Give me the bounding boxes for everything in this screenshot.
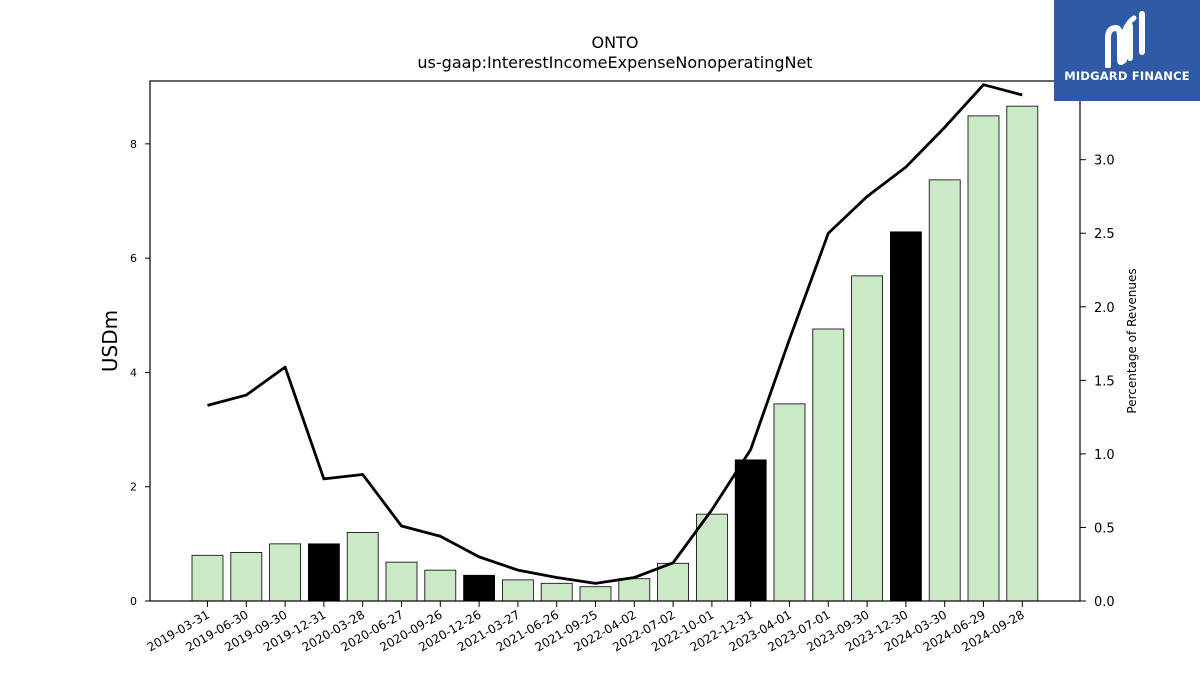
chart-title: ONTO (592, 33, 639, 52)
plot-area: 024680.00.51.01.52.02.53.03.52019-03-312… (130, 80, 1115, 654)
y2-tick-label: 0.0 (1094, 595, 1115, 610)
y-axis-label: USDm (98, 310, 122, 372)
bar (773, 403, 806, 602)
series-line (207, 83, 1023, 585)
bar (463, 574, 496, 602)
y2-axis-label: Percentage of Revenues (1125, 268, 1139, 413)
bar (657, 562, 689, 602)
bar (890, 231, 922, 602)
y2-tick-label: 3.0 (1094, 154, 1115, 169)
bar (851, 275, 883, 602)
bar (346, 532, 379, 602)
bar (191, 554, 224, 602)
bar (269, 543, 302, 602)
brand-name: MIDGARD FINANCE (1064, 69, 1190, 83)
bar (734, 459, 767, 602)
bar (812, 328, 845, 602)
bar (385, 561, 418, 602)
chart-subtitle: us-gaap:InterestIncomeExpenseNonoperatin… (417, 53, 812, 72)
bar (618, 578, 651, 602)
y-tick-label: 8 (130, 138, 137, 151)
bar (424, 569, 457, 602)
brand-logo: MIDGARD FINANCE (1054, 0, 1200, 101)
bar (540, 582, 573, 602)
bar (579, 586, 612, 602)
y-tick-label: 0 (130, 595, 137, 608)
y2-tick-label: 0.5 (1094, 521, 1115, 536)
bar (501, 579, 534, 602)
midgard-logo-icon (1105, 11, 1145, 68)
y2-tick-label: 1.0 (1094, 448, 1115, 463)
y2-tick-label: 2.5 (1094, 227, 1115, 242)
y-tick-label: 4 (130, 366, 137, 379)
bar (230, 552, 263, 602)
bar (928, 179, 961, 602)
bar (696, 513, 728, 602)
plot-frame (149, 80, 1081, 602)
bar (1006, 105, 1039, 602)
bar (307, 543, 340, 602)
bar (967, 115, 1000, 602)
y-tick-label: 2 (130, 481, 137, 494)
y-tick-label: 6 (130, 252, 137, 265)
y2-tick-label: 1.5 (1094, 374, 1115, 389)
y2-tick-label: 2.0 (1094, 301, 1115, 316)
